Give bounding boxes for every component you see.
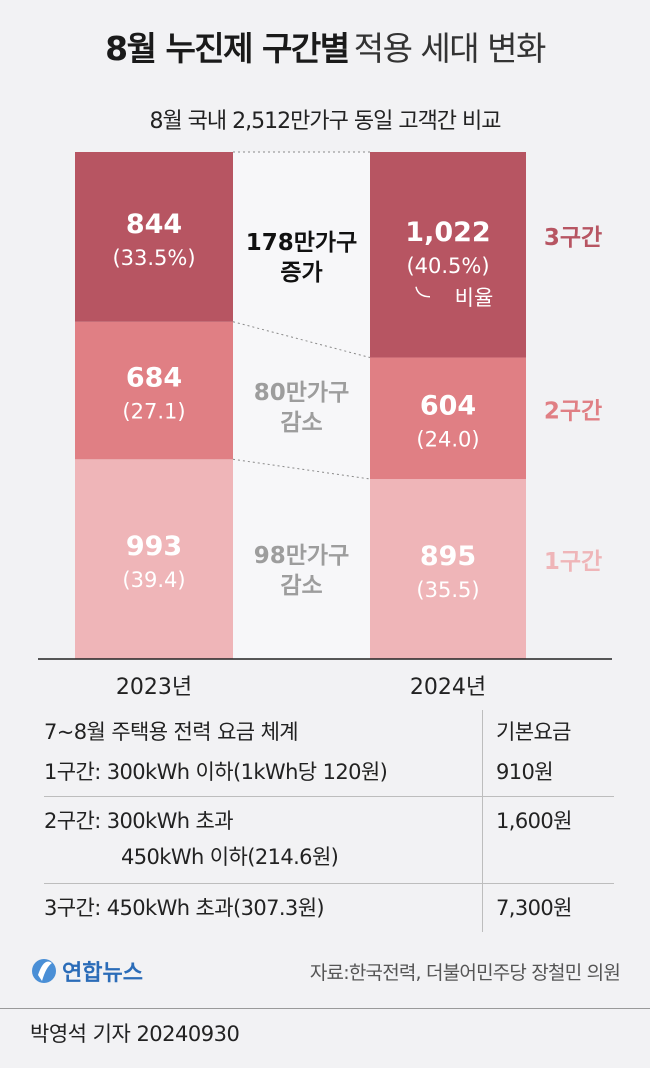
table-header-right: 기본요금 xyxy=(496,720,571,744)
table-row: 2구간: 300kWh 초과 450kWh 이하(214.6원) 1,600원 xyxy=(44,797,614,884)
tier-label-2구간: 2구간 xyxy=(544,398,602,424)
share-label: (40.5%) xyxy=(406,254,489,278)
share-label: (35.5) xyxy=(416,578,479,602)
bar-segment-1구간-2023년 xyxy=(75,459,233,659)
yonhap-logo: 연합뉴스 xyxy=(30,953,180,993)
change-annotation: 178만가구 xyxy=(246,230,358,256)
ratio-note-hook xyxy=(415,286,431,298)
change-annotation: 98만가구 xyxy=(254,543,350,569)
value-label: 844 xyxy=(126,209,182,240)
bar-segment-3구간-2023년 xyxy=(75,152,233,322)
stacked-bar-chart: 993 (39.4) 684 (27.1) 844 (33.5%) 895 (35.5) 604… xyxy=(38,151,612,700)
rate-table: 7~8월 주택용 전력 요금 체계 기본요금 1구간: 300kWh 이하(1k… xyxy=(44,710,614,932)
connector-line xyxy=(232,321,371,359)
table-divider xyxy=(482,710,483,932)
share-label: (24.0) xyxy=(416,427,479,451)
change-annotation: 증가 xyxy=(280,260,322,286)
tier2-fee: 1,600원 xyxy=(496,809,572,833)
change-annotation: 감소 xyxy=(280,410,322,436)
change-annotation: 감소 xyxy=(280,573,322,599)
source-text: 자료:한국전력, 더불어민주당 장철민 의원 xyxy=(309,962,621,984)
bar-segment-1구간-2024년 xyxy=(370,479,526,659)
footer-divider xyxy=(0,1008,650,1009)
logo-text: 연합뉴스 xyxy=(62,960,143,986)
yonhap-logo-icon: 연합뉴스 xyxy=(32,959,143,986)
bar-segment-3구간-2024년 xyxy=(370,152,526,358)
table-header-left: 7~8월 주택용 전력 요금 체계 xyxy=(44,720,299,744)
share-label: (39.4) xyxy=(122,568,185,592)
bar-segment-2구간-2024년 xyxy=(370,357,526,480)
title-light: 적용 세대 변화 xyxy=(353,29,547,68)
tier2-desc-line1: 2구간: 300kWh 초과 xyxy=(44,809,234,833)
tier-label-3구간: 3구간 xyxy=(544,225,602,251)
tier1-desc: 1구간: 300kWh 이하(1kWh당 120원) xyxy=(44,760,388,784)
reporter-credit: 박영석 기자 20240930 xyxy=(30,1022,240,1046)
connector-line xyxy=(232,458,371,480)
value-label: 684 xyxy=(126,363,182,394)
share-label: (33.5%) xyxy=(112,246,195,270)
tier1-fee: 910원 xyxy=(496,760,554,784)
table-row: 3구간: 450kWh 초과(307.3원) 7,300원 xyxy=(44,884,614,932)
ratio-note: 비율 xyxy=(455,286,494,310)
chart-title: 8월 누진제 구간별 적용 세대 변화 xyxy=(0,22,650,70)
change-annotation: 80만가구 xyxy=(254,380,350,406)
tier3-desc: 3구간: 450kWh 초과(307.3원) xyxy=(44,896,325,920)
table-row: 7~8월 주택용 전력 요금 체계 기본요금 1구간: 300kWh 이하(1k… xyxy=(44,710,614,797)
tier2-desc-line2: 450kWh 이하(214.6원) xyxy=(121,845,339,869)
title-bold: 8월 누진제 구간별 xyxy=(105,29,350,68)
year-label: 2023년 xyxy=(116,675,192,700)
value-label: 895 xyxy=(420,541,476,572)
share-label: (27.1) xyxy=(122,400,185,424)
value-label: 1,022 xyxy=(405,217,490,248)
value-label: 993 xyxy=(126,531,182,562)
tier-label-1구간: 1구간 xyxy=(544,549,602,575)
bar-segment-2구간-2023년 xyxy=(75,321,233,460)
value-label: 604 xyxy=(420,390,476,421)
middle-panel xyxy=(233,152,370,659)
chart-subtitle: 8월 국내 2,512만가구 동일 고객간 비교 xyxy=(149,109,501,134)
year-label: 2024년 xyxy=(410,675,486,700)
tier3-fee: 7,300원 xyxy=(496,896,572,920)
